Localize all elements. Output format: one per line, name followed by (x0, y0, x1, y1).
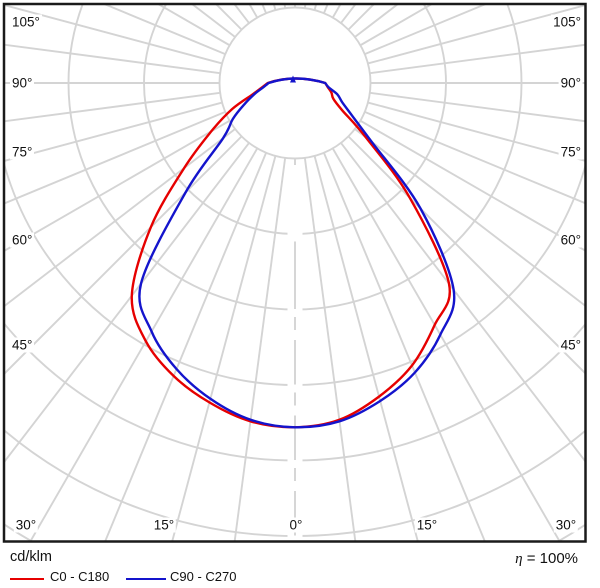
angle-label-right-90: 90° (558, 75, 583, 91)
plot-border (2, 2, 587, 543)
legend-label-c90-c270: C90 - C270 (170, 569, 237, 584)
grid-radial-line (340, 142, 586, 464)
legend-label-c0-c180: C0 - C180 (50, 569, 110, 584)
grid-radial-line (331, 147, 561, 542)
angle-label-bottom-30r: 30° (553, 517, 579, 533)
grid-radial-line (4, 142, 250, 464)
angle-label-bottom-0: 0° (287, 517, 305, 533)
grid-radial-line (354, 128, 586, 308)
grid-radial-line (323, 152, 486, 542)
angle-label-bottom-15r: 15° (414, 517, 440, 533)
angle-label-left-105: 105° (10, 14, 42, 30)
grid-radial-line (369, 91, 586, 123)
angle-label-right-45: 45° (558, 337, 583, 353)
angle-label-left-90: 90° (10, 75, 35, 91)
angle-label-left-45: 45° (10, 337, 35, 353)
angle-label-right-105: 105° (551, 14, 583, 30)
legend-swatch-c90-c270 (126, 578, 166, 580)
grid-radial-line (367, 101, 586, 162)
grid-radial-line (101, 4, 226, 55)
grid-radial-line (4, 135, 243, 376)
grid-radial-line (323, 4, 329, 14)
angle-label-right-60: 60° (558, 232, 583, 248)
grid-ring (218, 6, 372, 160)
grid-radial-line (4, 101, 223, 162)
angle-label-left-60: 60° (10, 232, 35, 248)
angle-label-left-75: 75° (10, 144, 35, 160)
grid-radial-line (369, 43, 586, 75)
grid-radial-line (261, 4, 267, 14)
curve-apex-marker (290, 75, 296, 83)
grid-radial-line (364, 4, 489, 55)
grid-radial-line (4, 128, 236, 308)
legend-swatch-c0-c180 (10, 578, 44, 580)
grid-radial-line (171, 155, 277, 542)
grid-radial-line (104, 152, 267, 542)
grid-radial-line (359, 119, 586, 252)
unit-label: cd/klm (10, 549, 52, 565)
angle-label-bottom-30l: 30° (13, 517, 39, 533)
grid-radial-line (313, 155, 419, 542)
grid-radial-line (347, 135, 586, 375)
grid-radial-line (4, 4, 223, 65)
grid-radial-line (233, 157, 287, 542)
angle-label-right-75: 75° (558, 144, 583, 160)
curve-c90-c270 (138, 77, 456, 429)
grid-radial-line (364, 111, 586, 205)
grid-radial-line (303, 157, 357, 542)
grid-radial-line (29, 147, 259, 542)
grid-radial-line (4, 111, 226, 205)
angle-label-bottom-15l: 15° (151, 517, 177, 533)
efficiency-label: η = 100% (515, 550, 578, 568)
grid-radial-line (367, 4, 586, 65)
eta-symbol: η (515, 551, 523, 567)
eta-value: = 100% (526, 550, 578, 567)
grid-radial-line (4, 43, 221, 75)
grid-radial-line (4, 91, 221, 123)
grid-radial-line (4, 119, 231, 253)
